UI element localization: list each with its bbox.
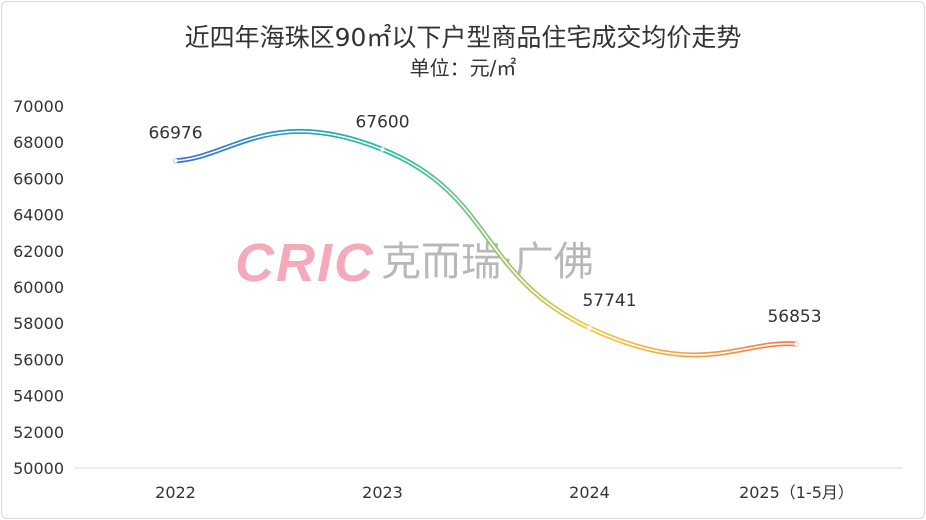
watermark-brand: CRIC	[235, 233, 375, 293]
x-tick-label: 2024	[569, 483, 610, 502]
data-point	[380, 147, 385, 152]
series-line	[173, 128, 799, 358]
data-point	[173, 158, 178, 163]
data-label: 66976	[148, 124, 202, 144]
y-tick-label: 54000	[13, 387, 64, 406]
y-tick-label: 62000	[13, 242, 64, 261]
y-tick-label: 66000	[13, 169, 64, 188]
data-label: 57741	[582, 291, 636, 311]
series-line-inner	[174, 130, 798, 356]
y-tick-label: 64000	[13, 206, 64, 225]
data-label: 56853	[767, 307, 821, 327]
y-tick-label: 58000	[13, 314, 64, 333]
y-tick-label: 68000	[13, 133, 64, 152]
data-point	[587, 325, 592, 331]
x-tick-label: 2025（1-5月）	[739, 483, 854, 502]
x-tick-label: 2022	[155, 483, 196, 502]
y-tick-label: 60000	[13, 278, 64, 297]
data-label: 67600	[355, 112, 409, 132]
chart-title: 近四年海珠区90㎡以下户型商品住宅成交均价走势	[184, 23, 742, 52]
watermark-text: 克而瑞·广佛	[381, 239, 594, 285]
data-point	[794, 341, 799, 347]
y-tick-label: 70000	[13, 97, 64, 116]
y-tick-label: 52000	[13, 423, 64, 442]
watermark-logo: CRIC 克而瑞·广佛	[235, 229, 594, 294]
y-tick-label: 50000	[13, 459, 64, 478]
chart-subtitle: 单位：元/㎡	[409, 56, 517, 80]
y-tick-label: 56000	[13, 350, 64, 369]
x-tick-label: 2023	[362, 483, 403, 502]
